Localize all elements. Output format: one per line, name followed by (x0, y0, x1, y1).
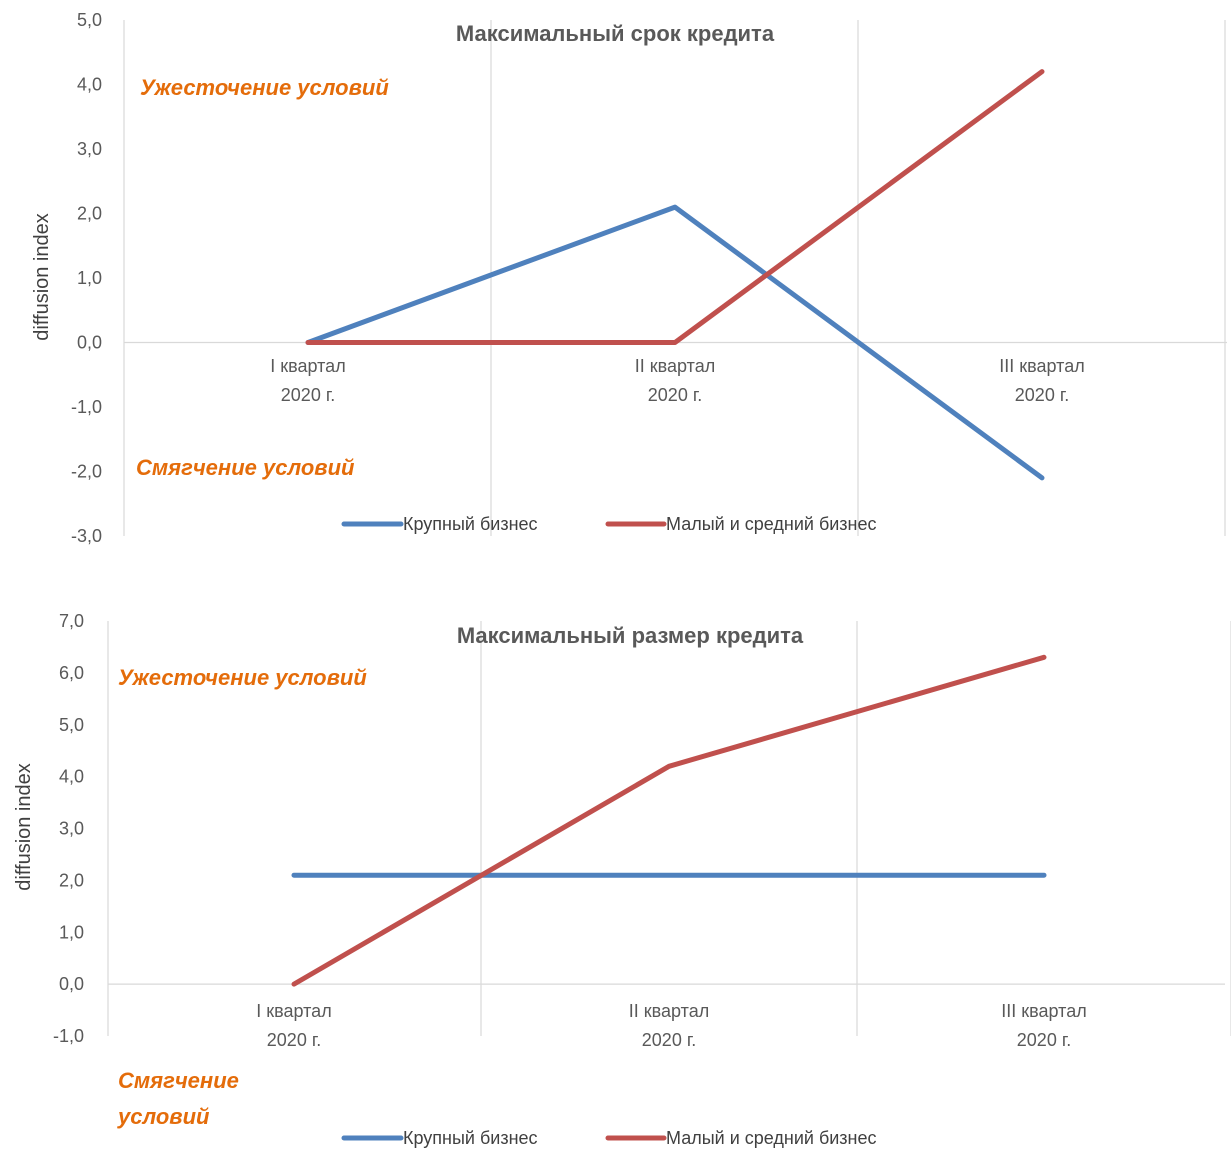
chart1-x-tick-label: I квартал (270, 356, 345, 376)
chart1-y-tick-label: -1,0 (71, 397, 102, 417)
chart1-annotation-easing: Смягчение условий (136, 455, 355, 480)
chart2-y-tick-label: 5,0 (59, 715, 84, 735)
chart2-y-tick-label: 2,0 (59, 870, 84, 890)
chart2-x-tick-label-year: 2020 г. (267, 1030, 321, 1050)
chart2-title: Максимальный размер кредита (457, 623, 804, 648)
chart2-x-tick-label: I квартал (256, 1001, 331, 1021)
chart1-series-line-2 (305, 69, 1045, 345)
chart2-y-tick-label: 0,0 (59, 974, 84, 994)
chart1-legend-label-2: Малый и средний бизнес (666, 514, 877, 534)
chart2-x-tick-label: II квартал (629, 1001, 709, 1021)
chart2-series-line-2 (291, 654, 1047, 987)
chart1-x-tick-label-year: 2020 г. (281, 385, 335, 405)
chart1-y-axis-label: diffusion index (31, 213, 53, 341)
chart1-annotation-tightening: Ужесточение условий (140, 75, 389, 100)
chart1-y-tick-label: 4,0 (77, 75, 102, 95)
chart2-legend-label-2: Малый и средний бизнес (666, 1128, 877, 1148)
chart2-x-tick-label-year: 2020 г. (642, 1030, 696, 1050)
chart2-y-axis-label: diffusion index (13, 763, 35, 891)
chart2-annotation-easing-line2: условий (117, 1104, 210, 1129)
chart2-y-tick-label: 3,0 (59, 819, 84, 839)
chart1-legend-label-1: Крупный бизнес (403, 514, 538, 534)
chart2-y-tick-label: 4,0 (59, 767, 84, 787)
chart1-y-tick-label: 2,0 (77, 204, 102, 224)
chart2-y-tick-label: -1,0 (53, 1026, 84, 1046)
chart1-series-line-1 (305, 204, 1045, 481)
chart1-y-tick-label: 3,0 (77, 139, 102, 159)
chart2-annotation-tightening: Ужесточение условий (118, 665, 367, 690)
chart2-x-tick-label: III квартал (1001, 1001, 1086, 1021)
chart2-annotation-easing-line1: Смягчение (118, 1068, 239, 1093)
chart1-x-tick-label: III квартал (999, 356, 1084, 376)
chart2-legend-label-1: Крупный бизнес (403, 1128, 538, 1148)
chart1-y-tick-label: -3,0 (71, 526, 102, 546)
chart1-title: Максимальный срок кредита (456, 21, 775, 46)
chart1-x-tick-label-year: 2020 г. (1015, 385, 1069, 405)
chart1-y-tick-label: 0,0 (77, 333, 102, 353)
chart2-y-tick-label: 6,0 (59, 663, 84, 683)
chart1-y-tick-label: 1,0 (77, 268, 102, 288)
chart1-x-tick-label: II квартал (635, 356, 715, 376)
chart1-x-tick-label-year: 2020 г. (648, 385, 702, 405)
chart2-y-tick-label: 7,0 (59, 611, 84, 631)
chart2-x-tick-label-year: 2020 г. (1017, 1030, 1071, 1050)
chart1-y-tick-label: -2,0 (71, 462, 102, 482)
chart2-y-tick-label: 1,0 (59, 922, 84, 942)
chart1-y-tick-label: 5,0 (77, 10, 102, 30)
